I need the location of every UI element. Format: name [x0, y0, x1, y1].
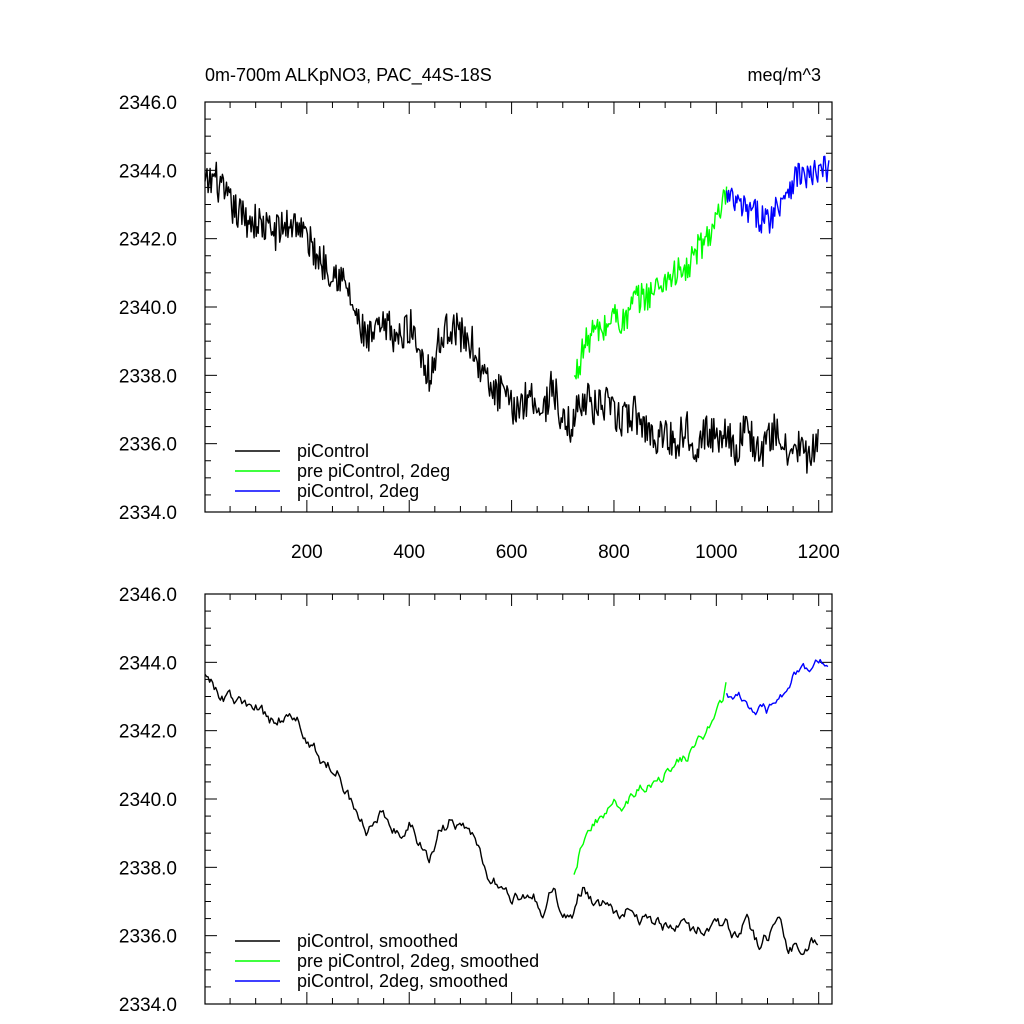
y-tick-label: 2346.0 [119, 585, 177, 606]
series-line [204, 161, 819, 474]
x-axis: 200 400 600 800 1000 1200 [229, 102, 840, 563]
legend-label: piControl, 2deg, smoothed [297, 971, 508, 991]
series-layer [204, 658, 829, 956]
series-layer [204, 155, 830, 474]
x-tick-label: 200 [291, 542, 323, 563]
y-tick-label: 2336.0 [119, 435, 177, 456]
y-tick-label: 2334.0 [119, 503, 177, 524]
x-tick-label: 800 [598, 542, 630, 563]
series-line [725, 155, 830, 234]
y-tick-label: 2336.0 [119, 927, 177, 948]
plot-frame [204, 593, 833, 1005]
x-tick-label: 400 [393, 542, 425, 563]
plot-frame [204, 101, 833, 513]
legend-label: piControl, 2deg [297, 481, 419, 501]
series-line [573, 682, 727, 875]
units-label: meq/m^3 [748, 65, 821, 85]
y-tick-label: 2340.0 [119, 298, 177, 319]
legend-label: piControl, smoothed [297, 931, 458, 951]
y-tick-label: 2340.0 [119, 790, 177, 811]
y-tick-label: 2338.0 [119, 366, 177, 387]
legend-label: pre piControl, 2deg, smoothed [297, 951, 539, 971]
bottom-panel: 2334.0 2336.0 2338.0 2340.0 2342.0 2344.0 2346… [119, 585, 833, 1016]
x-tick-label: 1000 [695, 542, 737, 563]
y-tick-label: 2334.0 [119, 995, 177, 1016]
top-panel: 0m-700m ALKpNO3, PAC_44S-18S meq/m^3 233… [119, 65, 840, 563]
y-tick-label: 2346.0 [119, 93, 177, 114]
y-tick-label: 2344.0 [119, 653, 177, 674]
series-line [573, 186, 728, 380]
y-tick-label: 2342.0 [119, 230, 177, 251]
y-axis: 2334.0 2336.0 2338.0 2340.0 2342.0 2344.0 2346… [119, 585, 832, 1016]
y-axis: 2334.0 2336.0 2338.0 2340.0 2342.0 2344.0 2346… [119, 93, 832, 524]
x-tick-label: 600 [496, 542, 528, 563]
series-line [204, 673, 819, 956]
legend-label: piControl [297, 441, 369, 461]
y-tick-label: 2344.0 [119, 161, 177, 182]
x-axis [229, 594, 820, 1004]
chart-title: 0m-700m ALKpNO3, PAC_44S-18S [205, 65, 492, 86]
y-tick-label: 2338.0 [119, 858, 177, 879]
legend-label: pre piControl, 2deg [297, 461, 450, 481]
x-tick-label: 1200 [798, 542, 840, 563]
series-line [725, 658, 829, 716]
y-tick-label: 2342.0 [119, 722, 177, 743]
